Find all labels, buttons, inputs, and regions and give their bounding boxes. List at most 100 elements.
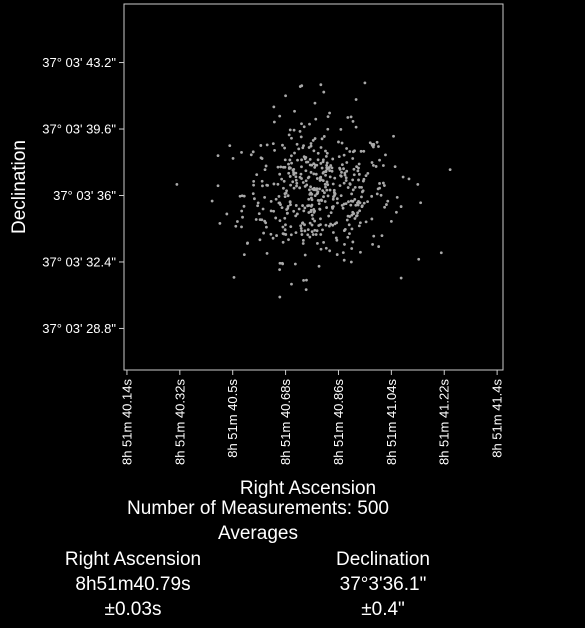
scatter-point <box>260 179 264 183</box>
scatter-point <box>307 204 311 207</box>
scatter-point <box>341 251 345 254</box>
scatter-point <box>322 170 326 174</box>
scatter-point <box>283 146 286 150</box>
scatter-point <box>312 149 316 153</box>
scatter-point <box>262 231 265 235</box>
scatter-point <box>351 178 355 182</box>
scatter-point <box>340 170 343 174</box>
scatter-point <box>249 153 253 157</box>
scatter-point <box>330 166 334 170</box>
scatter-point <box>376 187 380 191</box>
scatter-point <box>386 199 390 203</box>
y-tick-label: 37° 03' 32.4" <box>42 254 116 269</box>
scatter-point <box>259 144 263 147</box>
scatter-point <box>317 202 321 206</box>
scatter-point <box>395 195 399 199</box>
scatter-point <box>379 193 383 197</box>
scatter-point <box>355 165 358 169</box>
scatter-point <box>283 195 287 199</box>
scatter-point <box>377 245 381 248</box>
scatter-point <box>350 227 354 231</box>
scatter-point <box>295 142 299 146</box>
scatter-point <box>324 246 328 250</box>
scatter-point <box>293 262 297 266</box>
scatter-point <box>302 278 305 282</box>
scatter-point <box>302 209 306 213</box>
ra-average-value: 8h51m40.79s <box>75 574 191 595</box>
scatter-point <box>322 240 325 244</box>
scatter-point <box>324 223 328 227</box>
scatter-point <box>340 141 344 145</box>
scatter-point <box>300 158 303 162</box>
scatter-points <box>175 81 452 299</box>
scatter-point <box>310 223 314 227</box>
scatter-point <box>295 212 299 216</box>
scatter-point <box>354 203 358 207</box>
scatter-point <box>335 221 339 225</box>
scatter-point <box>216 184 220 188</box>
scatter-point <box>331 182 335 186</box>
scatter-point <box>336 201 339 205</box>
scatter-point <box>322 135 326 138</box>
scatter-point <box>278 261 282 265</box>
scatter-point <box>337 155 341 159</box>
scatter-point <box>362 201 366 205</box>
plot-area <box>124 4 503 370</box>
scatter-point <box>301 181 305 184</box>
scatter-point <box>234 224 238 228</box>
scatter-point <box>343 171 347 175</box>
scatter-point <box>393 165 397 169</box>
scatter-point <box>314 117 318 121</box>
scatter-point <box>331 231 335 234</box>
scatter-point <box>327 214 331 218</box>
scatter-point <box>291 180 295 184</box>
scatter-point <box>311 217 315 221</box>
scatter-point <box>292 171 296 174</box>
scatter-point <box>332 188 336 192</box>
x-tick-label: 8h 51m 40.68s <box>278 379 293 466</box>
scatter-point <box>251 192 255 196</box>
scatter-point <box>283 158 287 162</box>
scatter-point <box>348 232 351 235</box>
scatter-point <box>380 234 384 238</box>
measurement-count: Number of Measurements: 500 <box>127 498 389 519</box>
scatter-point <box>326 127 330 131</box>
scatter-point <box>383 184 386 187</box>
scatter-chart: 37° 03' 43.2" 37° 03' 39.6" 37° 03' 36" 37°… <box>9 3 505 499</box>
scatter-point <box>281 143 284 147</box>
scatter-point <box>255 173 259 177</box>
scatter-point <box>264 164 268 168</box>
scatter-point <box>313 209 317 213</box>
scatter-point <box>305 278 308 282</box>
scatter-point <box>299 172 303 176</box>
scatter-point <box>358 185 361 189</box>
scatter-point <box>352 173 356 177</box>
scatter-point <box>280 261 284 265</box>
scatter-point <box>370 194 374 198</box>
scatter-point <box>175 183 179 186</box>
scatter-point <box>323 182 327 186</box>
scatter-point <box>303 253 307 257</box>
scatter-point <box>281 165 285 169</box>
scatter-point <box>348 150 352 153</box>
scatter-point <box>326 194 330 198</box>
scatter-point <box>310 230 314 234</box>
scatter-point <box>358 221 362 225</box>
scatter-point <box>272 182 276 186</box>
scatter-point <box>342 202 346 206</box>
scatter-point <box>372 234 376 238</box>
scatter-point <box>294 178 298 182</box>
scatter-point <box>349 260 353 264</box>
scatter-point <box>308 188 311 192</box>
scatter-point <box>322 90 326 94</box>
scatter-point <box>325 180 329 184</box>
scatter-point <box>321 228 324 232</box>
scatter-point <box>328 188 332 192</box>
scatter-point <box>302 144 305 148</box>
scatter-point <box>294 204 298 207</box>
scatter-point <box>303 223 306 227</box>
scatter-point <box>242 253 246 257</box>
scatter-point <box>315 229 319 233</box>
scatter-point <box>417 257 421 261</box>
scatter-point <box>274 216 278 220</box>
